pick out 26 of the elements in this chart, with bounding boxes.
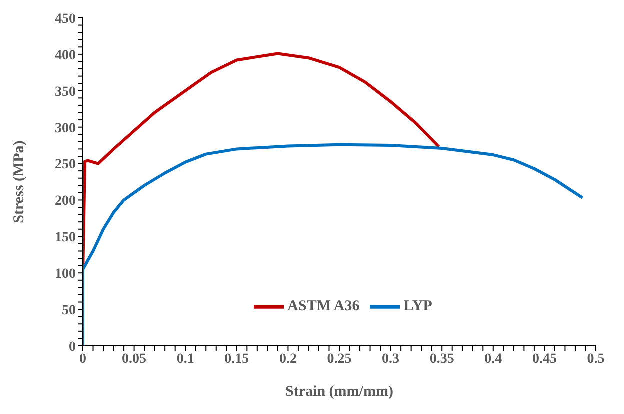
x-tick-label: 0.45 xyxy=(532,352,557,367)
y-tick-label: 150 xyxy=(55,230,76,246)
x-tick-label: 0.15 xyxy=(224,352,250,367)
y-tick-label: 450 xyxy=(55,12,76,27)
x-tick-label: 0.1 xyxy=(176,352,194,367)
legend-label: ASTM A36 xyxy=(288,298,360,314)
y-tick-label: 100 xyxy=(55,267,76,282)
x-tick-label: 0 xyxy=(80,352,86,367)
y-axis-title: Stress (MPa) xyxy=(11,140,28,224)
y-tick-label: 0 xyxy=(69,340,76,355)
line-series xyxy=(83,143,584,346)
x-tick-label: 0.3 xyxy=(382,352,400,367)
x-tick-label: 0.05 xyxy=(122,352,147,367)
y-tick-label: 250 xyxy=(55,158,76,173)
x-tick-label: 0.2 xyxy=(279,352,297,367)
legend-label: LYP xyxy=(404,298,432,314)
x-tick-label: 0.25 xyxy=(327,352,352,367)
x-axis-title: Strain (mm/mm) xyxy=(286,384,394,400)
y-tick-label: 400 xyxy=(55,48,76,64)
y-tick-label: 300 xyxy=(55,121,76,136)
y-tick-label: 200 xyxy=(55,194,76,210)
x-tick-label: 0.5 xyxy=(587,352,605,367)
x-tick-label: 0.4 xyxy=(484,352,502,367)
y-tick-label: 50 xyxy=(62,304,76,319)
x-tick-label: 0.35 xyxy=(430,352,454,367)
y-tick-label: 350 xyxy=(55,84,76,100)
